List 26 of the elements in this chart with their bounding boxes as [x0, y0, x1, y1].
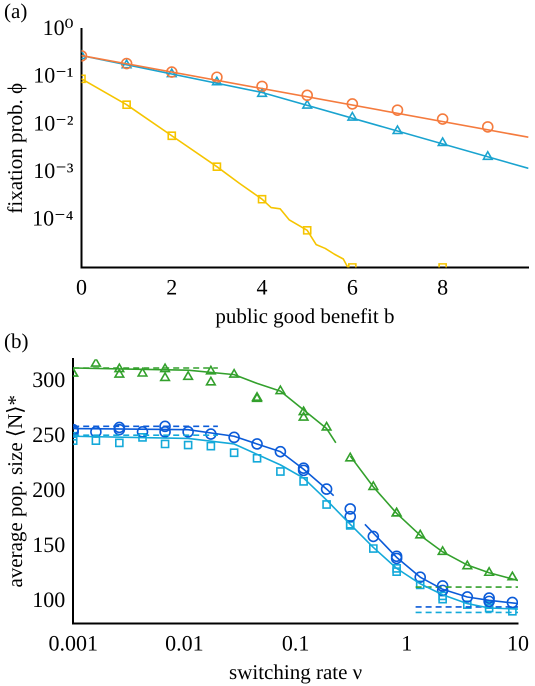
- x-axis-title: public good benefit b: [215, 304, 394, 328]
- x-tick-label: 6: [346, 274, 358, 300]
- y-tick-label: 200: [32, 477, 66, 502]
- y-tick-label: 100: [32, 587, 66, 612]
- x-tick-label: 4: [256, 274, 268, 300]
- y-tick-label: 300: [32, 367, 66, 392]
- x-tick-label: 10: [507, 630, 529, 656]
- y-tick-label: 10⁰: [42, 14, 74, 40]
- x-tick-label: 1: [401, 630, 412, 656]
- chart-title: (b): [4, 329, 28, 354]
- y-tick-label: 150: [32, 532, 66, 558]
- x-axis-title: switching rate ν: [229, 660, 362, 684]
- y-tick-label: 10⁻¹: [33, 62, 74, 88]
- y-tick-label: 10⁻²: [33, 110, 74, 136]
- x-tick-label: 0.001: [48, 630, 98, 656]
- y-tick-label: 250: [32, 422, 66, 448]
- x-tick-label: 8: [437, 274, 448, 300]
- y-axis-title: fixation prob. ϕ: [3, 82, 28, 214]
- x-tick-label: 0.1: [282, 630, 310, 656]
- y-tick-label: 10⁻³: [33, 158, 74, 183]
- x-tick-label: 0: [76, 274, 87, 300]
- chart-title: (a): [4, 0, 28, 24]
- x-tick-label: 0.01: [165, 630, 204, 656]
- y-axis-title: average pop. size ⟨N⟩*: [3, 395, 28, 588]
- x-tick-label: 2: [166, 274, 178, 300]
- y-tick-label: 10⁻⁴: [32, 206, 74, 231]
